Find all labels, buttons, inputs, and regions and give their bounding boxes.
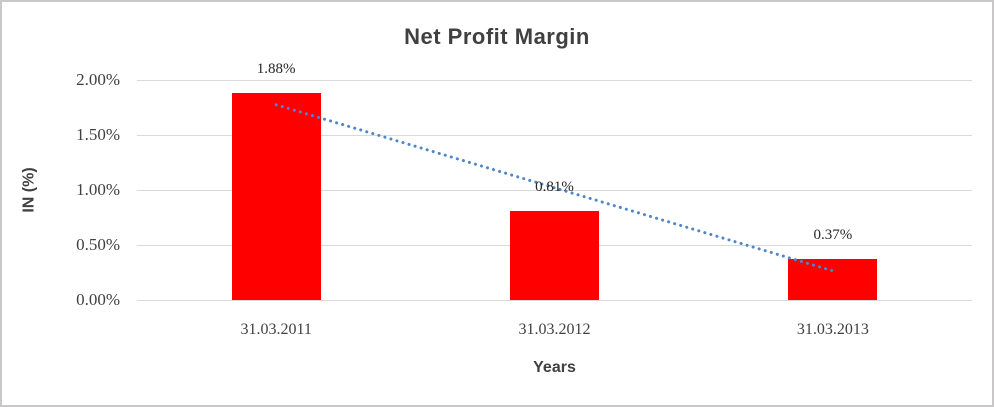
x-tick-label: 31.03.2011 bbox=[240, 321, 312, 338]
gridline bbox=[137, 299, 972, 301]
x-tick-label: 31.03.2012 bbox=[518, 321, 591, 338]
bar-31.03.2012 bbox=[510, 210, 599, 300]
x-tick-label: 31.03.2013 bbox=[796, 321, 869, 338]
y-tick-label: 0.00% bbox=[76, 290, 120, 309]
gridline bbox=[137, 79, 972, 81]
y-tick-label: 1.50% bbox=[76, 125, 120, 144]
bar-31.03.2013 bbox=[788, 259, 878, 300]
chart-title: Net Profit Margin bbox=[404, 24, 590, 49]
data-label: 1.88% bbox=[256, 61, 296, 78]
data-label: 0.37% bbox=[813, 227, 853, 244]
y-tick-label: 2.00% bbox=[76, 70, 120, 89]
y-tick-label: 0.50% bbox=[76, 235, 120, 254]
x-axis-title: Years bbox=[533, 359, 576, 376]
y-tick-label: 1.00% bbox=[76, 180, 120, 199]
bar-31.03.2011 bbox=[231, 93, 321, 300]
data-label: 0.81% bbox=[535, 178, 574, 195]
